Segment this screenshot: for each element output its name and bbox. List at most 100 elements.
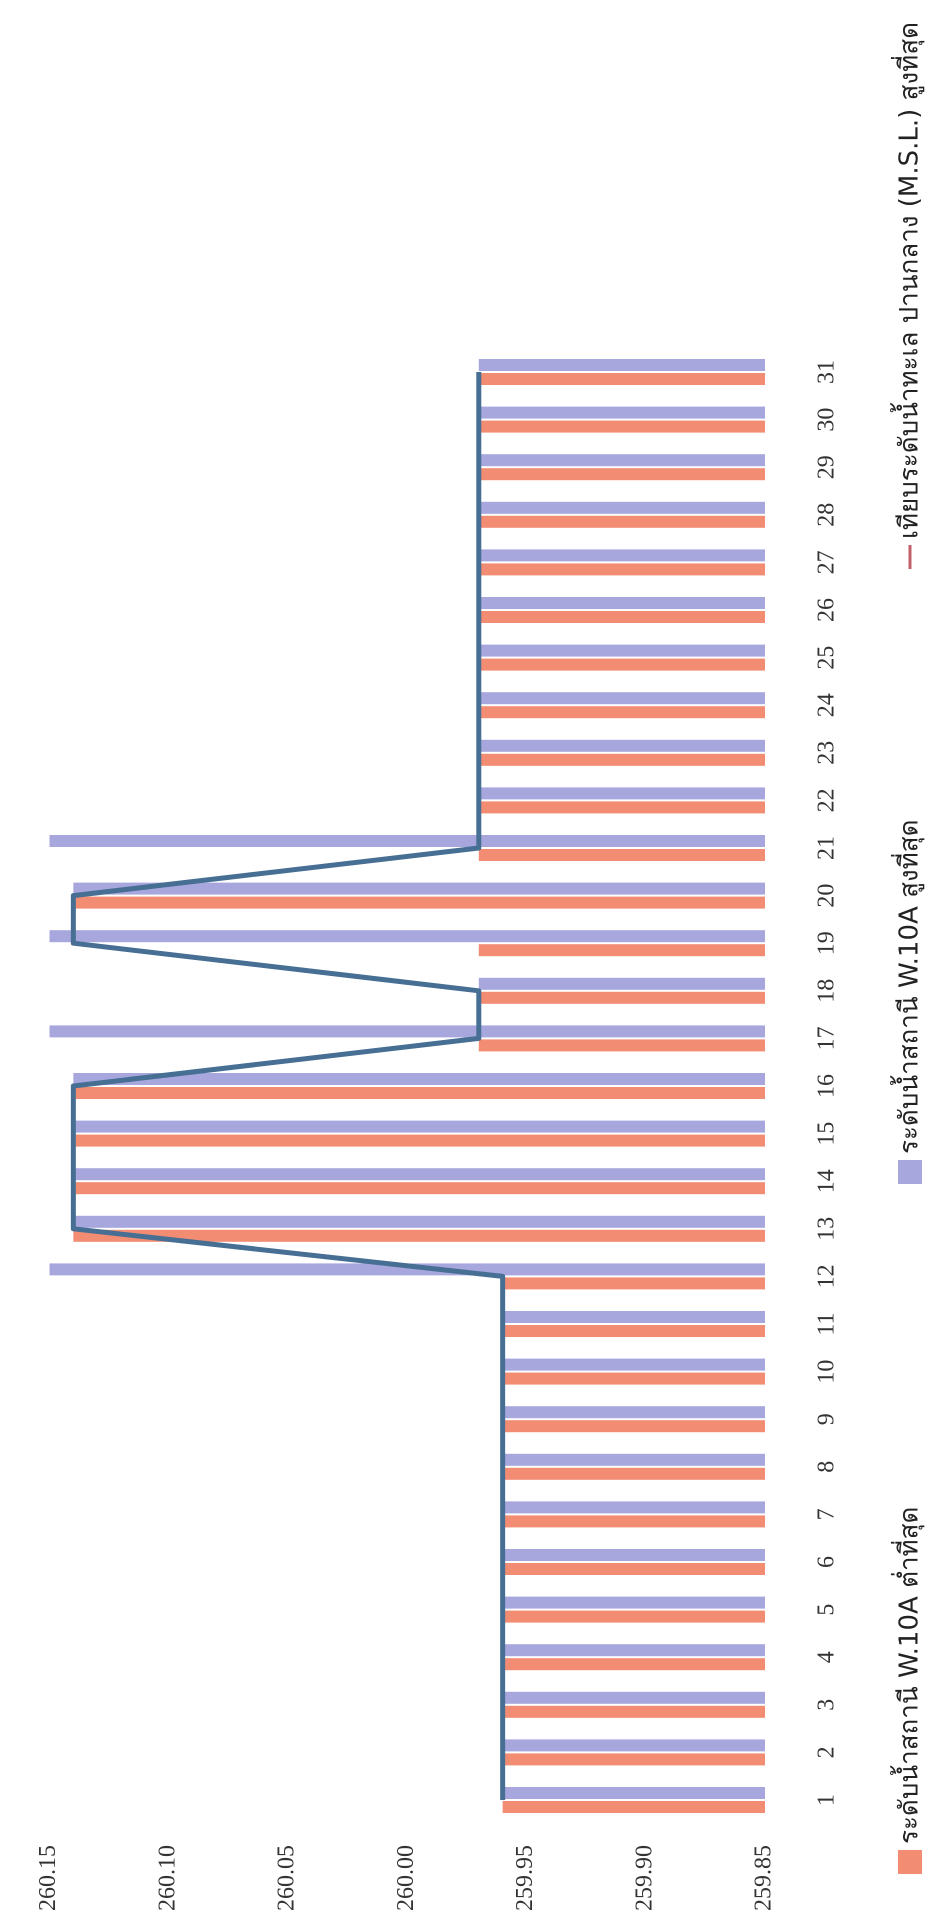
bar-min-21 bbox=[478, 849, 765, 861]
value-tick-label: 259.95 bbox=[512, 1845, 538, 1911]
bar-max-2 bbox=[502, 1739, 765, 1752]
value-tick-label: 259.85 bbox=[751, 1845, 777, 1911]
category-tick-label: 17 bbox=[814, 1026, 840, 1050]
category-tick-label: 13 bbox=[814, 1217, 840, 1241]
bar-max-28 bbox=[478, 501, 765, 514]
bar-max-23 bbox=[478, 739, 765, 752]
bar-min-19 bbox=[478, 944, 765, 957]
category-tick-label: 9 bbox=[814, 1413, 840, 1425]
line-msl-max bbox=[70, 372, 506, 1800]
bar-max-29 bbox=[478, 454, 765, 467]
bar-max-7 bbox=[502, 1501, 765, 1514]
value-tick-label: 260.05 bbox=[274, 1845, 300, 1911]
bar-min-23 bbox=[478, 753, 765, 766]
category-tick-label: 4 bbox=[814, 1651, 840, 1663]
bar-max-16 bbox=[73, 1073, 766, 1085]
bar-min-25 bbox=[478, 658, 765, 671]
bar-max-4 bbox=[502, 1644, 765, 1657]
category-tick-label: 29 bbox=[814, 455, 840, 479]
bar-min-12 bbox=[502, 1277, 765, 1290]
value-tick-label: 260.15 bbox=[35, 1845, 61, 1911]
bar-max-13 bbox=[73, 1215, 766, 1228]
category-tick-label: 14 bbox=[814, 1169, 840, 1193]
category-tick-label: 15 bbox=[814, 1122, 840, 1146]
category-tick-label: 18 bbox=[814, 979, 840, 1003]
legend-swatch bbox=[898, 1850, 922, 1874]
bar-min-29 bbox=[478, 468, 765, 481]
bar-max-31 bbox=[478, 359, 765, 371]
bar-max-21 bbox=[49, 835, 765, 847]
category-tick-label: 19 bbox=[814, 931, 840, 955]
bar-min-5 bbox=[502, 1610, 765, 1623]
bar-max-15 bbox=[73, 1120, 766, 1133]
category-tick-label: 2 bbox=[814, 1746, 840, 1758]
bar-max-25 bbox=[478, 644, 765, 657]
bar-min-3 bbox=[502, 1705, 765, 1718]
bar-min-17 bbox=[478, 1039, 765, 1052]
category-tick-label: 24 bbox=[814, 693, 840, 717]
legend-label: ระดับน้ำสถานี W.10A ต่ำที่สุด bbox=[890, 1507, 925, 1844]
bar-min-7 bbox=[502, 1515, 765, 1528]
bar-max-19 bbox=[49, 930, 765, 943]
bar-min-30 bbox=[478, 420, 765, 433]
bar-max-11 bbox=[502, 1311, 765, 1323]
bars-layer bbox=[49, 359, 766, 1813]
category-tick-label: 28 bbox=[814, 503, 840, 527]
category-tick-label: 26 bbox=[814, 598, 840, 622]
bar-max-18 bbox=[478, 977, 765, 990]
bar-max-27 bbox=[478, 549, 765, 562]
legend-swatch bbox=[898, 1160, 922, 1184]
legend-layer: ระดับน้ำสถานี W.10A ต่ำที่สุด ระดับน้ำสถา… bbox=[890, 22, 925, 1874]
bar-min-27 bbox=[478, 563, 765, 576]
bar-max-9 bbox=[502, 1406, 765, 1419]
bar-min-13 bbox=[73, 1229, 766, 1242]
bar-min-22 bbox=[478, 801, 765, 814]
category-tick-label: 8 bbox=[814, 1461, 840, 1473]
bar-min-1 bbox=[502, 1801, 765, 1813]
bar-max-22 bbox=[478, 787, 765, 800]
bar-max-6 bbox=[502, 1549, 765, 1561]
category-tick-label: 20 bbox=[814, 884, 840, 908]
category-tick-label: 25 bbox=[814, 646, 840, 670]
category-tick-label: 23 bbox=[814, 741, 840, 765]
bar-max-14 bbox=[73, 1168, 766, 1181]
bar-min-31 bbox=[478, 373, 765, 385]
category-tick-label: 27 bbox=[814, 550, 840, 574]
bar-min-4 bbox=[502, 1658, 765, 1671]
bar-min-15 bbox=[73, 1134, 766, 1147]
category-tick-label: 12 bbox=[814, 1264, 840, 1288]
legend-label: เทียบระดับน้ำทะเล ปานกลาง (M.S.L.) สูงที… bbox=[890, 22, 925, 539]
value-tick-label: 259.90 bbox=[631, 1845, 657, 1911]
category-tick-label: 11 bbox=[814, 1312, 840, 1335]
category-tick-label: 3 bbox=[814, 1699, 840, 1711]
category-tick-label: 10 bbox=[814, 1360, 840, 1384]
category-tick-label: 6 bbox=[814, 1556, 840, 1568]
bar-max-5 bbox=[502, 1596, 765, 1609]
bar-max-30 bbox=[478, 406, 765, 419]
value-tick-label: 260.00 bbox=[393, 1845, 419, 1911]
category-tick-label: 5 bbox=[814, 1604, 840, 1616]
bar-min-10 bbox=[502, 1372, 765, 1385]
bar-max-24 bbox=[478, 692, 765, 705]
bar-min-2 bbox=[502, 1753, 765, 1766]
ticks-layer: 1234567891011121314151617181920212223242… bbox=[35, 360, 840, 1911]
bar-max-1 bbox=[502, 1787, 765, 1799]
value-tick-label: 260.10 bbox=[154, 1845, 180, 1911]
bar-min-9 bbox=[502, 1420, 765, 1433]
bar-max-26 bbox=[478, 597, 765, 609]
bar-min-20 bbox=[73, 896, 766, 909]
bar-min-16 bbox=[73, 1087, 766, 1099]
bar-min-14 bbox=[73, 1182, 766, 1195]
bar-min-26 bbox=[478, 611, 765, 623]
bar-max-12 bbox=[49, 1263, 765, 1276]
bar-min-24 bbox=[478, 706, 765, 719]
category-tick-label: 22 bbox=[814, 788, 840, 812]
bar-max-3 bbox=[502, 1691, 765, 1704]
bar-max-10 bbox=[502, 1358, 765, 1371]
category-tick-label: 31 bbox=[814, 360, 840, 384]
category-tick-label: 30 bbox=[814, 408, 840, 432]
category-tick-label: 7 bbox=[814, 1508, 840, 1520]
bar-min-18 bbox=[478, 991, 765, 1004]
bar-min-6 bbox=[502, 1563, 765, 1575]
